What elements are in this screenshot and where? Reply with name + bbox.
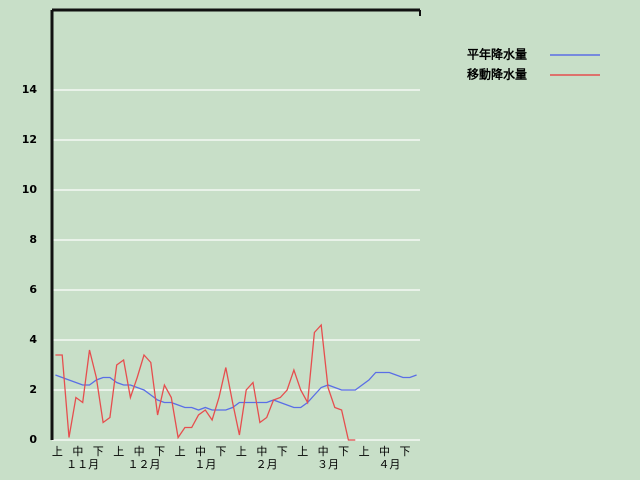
- x-tick-label: 下: [338, 445, 349, 458]
- x-tick-label: 上: [236, 445, 247, 458]
- legend-label: 移動降水量: [467, 67, 527, 82]
- series-line: [55, 371, 417, 411]
- month-label: ２月: [256, 458, 278, 471]
- y-tick-label: 4: [29, 333, 37, 346]
- y-tick-label: 0: [29, 433, 37, 446]
- y-tick-label: 6: [29, 283, 37, 296]
- x-tick-label: 下: [154, 445, 165, 458]
- x-tick-label: 下: [215, 445, 226, 458]
- x-tick-label: 下: [277, 445, 288, 458]
- y-tick-label: 8: [29, 233, 37, 246]
- month-label: ４月: [378, 458, 400, 471]
- x-tick-label: 下: [93, 445, 104, 458]
- month-label: １１月: [66, 458, 99, 471]
- x-tick-label: 中: [134, 445, 145, 458]
- month-label: １月: [194, 458, 216, 471]
- month-label: １２月: [128, 458, 161, 471]
- y-tick-label: 14: [22, 83, 38, 96]
- x-tick-label: 下: [399, 445, 410, 458]
- x-tick-label: 中: [72, 445, 83, 458]
- x-tick-label: 中: [318, 445, 329, 458]
- x-tick-label: 中: [256, 445, 267, 458]
- x-tick-label: 上: [52, 445, 63, 458]
- y-tick-label: 12: [22, 133, 37, 146]
- x-tick-label: 上: [359, 445, 370, 458]
- x-tick-label: 上: [297, 445, 308, 458]
- x-tick-label: 中: [379, 445, 390, 458]
- y-tick-label: 2: [29, 383, 37, 396]
- x-tick-label: 上: [113, 445, 124, 458]
- series-line: [55, 323, 356, 441]
- x-tick-label: 中: [195, 445, 206, 458]
- legend-label: 平年降水量: [467, 47, 527, 62]
- x-tick-label: 上: [175, 445, 186, 458]
- y-tick-label: 10: [22, 183, 38, 196]
- month-label: ３月: [317, 458, 339, 471]
